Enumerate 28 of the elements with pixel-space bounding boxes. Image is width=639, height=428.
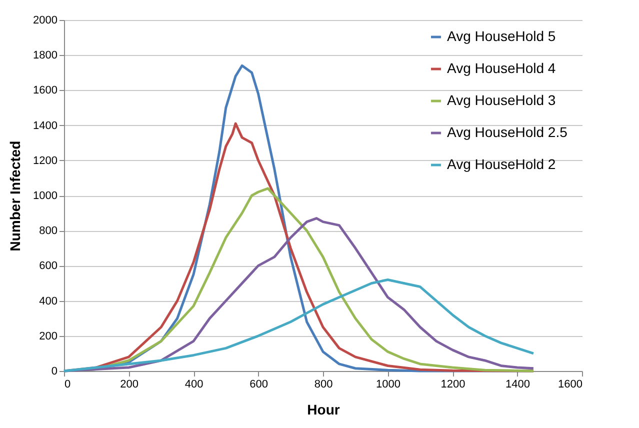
x-tick-label: 1600: [558, 378, 582, 390]
y-tick-label: 400: [39, 295, 58, 308]
y-tick-label: 2000: [33, 14, 58, 26]
y-tick-label: 1200: [33, 154, 58, 167]
y-tick-label: 1400: [33, 120, 58, 132]
x-tick-label: 1000: [376, 378, 400, 390]
y-tick-label: 1000: [33, 190, 58, 202]
y-tick-label: 800: [39, 225, 58, 238]
legend-label: Avg HouseHold 3: [447, 92, 556, 108]
y-tick-label: 0: [51, 366, 58, 378]
y-tick-label: 200: [39, 330, 58, 342]
x-tick-label: 1200: [440, 378, 466, 390]
x-tick-label: 800: [314, 378, 333, 390]
line-series: [62, 278, 535, 372]
legend-label: Avg HouseHold 2: [447, 156, 556, 172]
x-tick-label: 400: [184, 378, 204, 390]
x-tick-label: 0: [64, 378, 71, 390]
x-axis-title: Hour: [307, 402, 340, 418]
legend-label: Avg HouseHold 4: [447, 60, 556, 76]
y-tick-label: 1600: [33, 84, 58, 97]
x-tick-label: 1400: [506, 378, 530, 390]
legend-label: Avg HouseHold 5: [447, 28, 556, 44]
y-tick-label: 1800: [33, 50, 58, 62]
x-tick-label: 200: [120, 378, 138, 390]
legend-label: Avg HouseHold 2.5: [447, 124, 568, 140]
y-tick-label: 600: [39, 260, 58, 272]
x-tick-label: 600: [250, 378, 268, 390]
y-axis-title: Number Infected: [7, 140, 24, 252]
